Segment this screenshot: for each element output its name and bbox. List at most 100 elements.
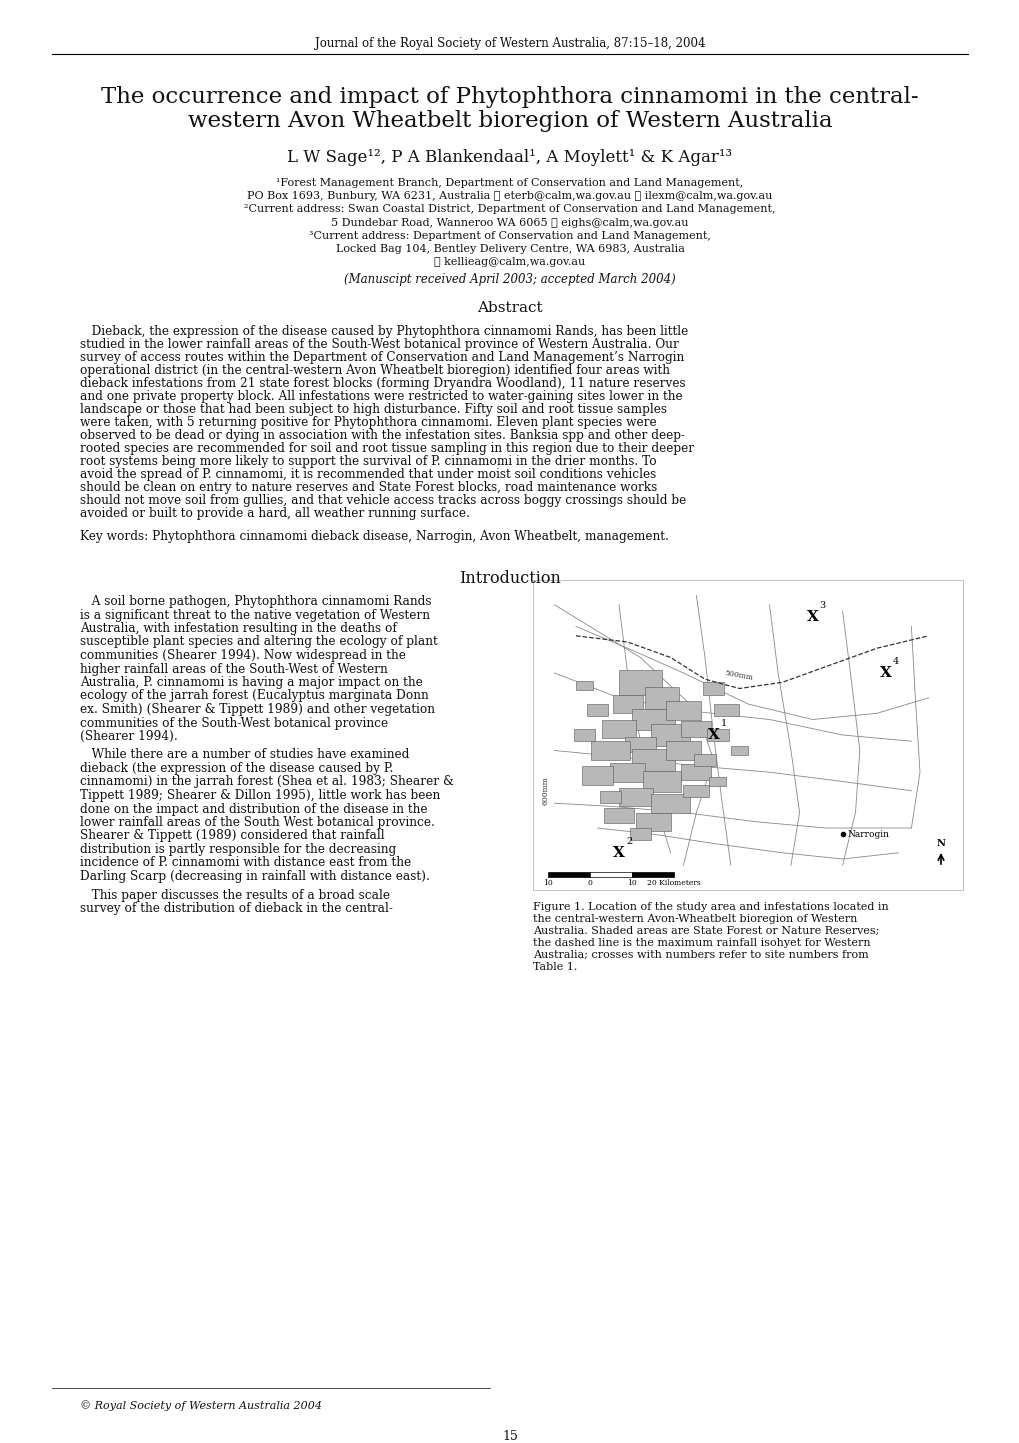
Text: N: N xyxy=(935,838,945,848)
Bar xyxy=(702,683,723,694)
Bar xyxy=(574,729,595,742)
Text: (Shearer 1994).: (Shearer 1994). xyxy=(79,730,177,743)
Text: communities of the South-West botanical province: communities of the South-West botanical … xyxy=(79,717,388,730)
Text: lower rainfall areas of the South West botanical province.: lower rainfall areas of the South West b… xyxy=(79,815,434,828)
Text: 2: 2 xyxy=(626,837,632,846)
Text: ex. Smith) (Shearer & Tippett 1989) and other vegetation: ex. Smith) (Shearer & Tippett 1989) and … xyxy=(79,703,434,716)
Text: (Manuscipt received April 2003; accepted March 2004): (Manuscipt received April 2003; accepted… xyxy=(343,274,676,287)
Text: ecology of the jarrah forest (Eucalyptus marginata Donn: ecology of the jarrah forest (Eucalyptus… xyxy=(79,690,428,703)
Bar xyxy=(590,742,629,760)
Text: operational district (in the central-western Avon Wheatbelt bioregion) identifie: operational district (in the central-wes… xyxy=(79,364,669,377)
Bar xyxy=(706,729,728,742)
Text: rooted species are recommended for soil and root tissue sampling in this region : rooted species are recommended for soil … xyxy=(79,442,694,455)
Text: Introduction: Introduction xyxy=(459,570,560,587)
Text: avoided or built to provide a hard, all weather running surface.: avoided or built to provide a hard, all … xyxy=(79,506,470,519)
Bar xyxy=(642,771,681,792)
Text: higher rainfall areas of the South-West of Western: higher rainfall areas of the South-West … xyxy=(79,662,387,675)
Text: ³Current address: Department of Conservation and Land Management,: ³Current address: Department of Conserva… xyxy=(309,231,710,241)
Text: Shearer & Tippett (1989) considered that rainfall: Shearer & Tippett (1989) considered that… xyxy=(79,830,384,843)
Bar xyxy=(713,704,739,716)
Text: observed to be dead or dying in association with the infestation sites. Banksia : observed to be dead or dying in associat… xyxy=(79,429,685,442)
Bar xyxy=(665,701,700,720)
Bar xyxy=(619,788,653,807)
Text: X: X xyxy=(878,667,891,680)
Text: 1: 1 xyxy=(719,719,727,729)
Bar xyxy=(629,828,650,840)
Text: This paper discusses the results of a broad scale: This paper discusses the results of a br… xyxy=(79,889,389,902)
Bar xyxy=(589,872,632,877)
Text: The occurrence and impact of Phytophthora cinnamomi in the central-: The occurrence and impact of Phytophthor… xyxy=(101,87,918,108)
Text: root systems being more likely to support the survival of P. cinnamomi in the dr: root systems being more likely to suppor… xyxy=(79,455,656,468)
Bar xyxy=(632,872,674,877)
Text: distribution is partly responsible for the decreasing: distribution is partly responsible for t… xyxy=(79,843,395,856)
Text: done on the impact and distribution of the disease in the: done on the impact and distribution of t… xyxy=(79,802,427,815)
Text: Australia, with infestation resulting in the deaths of: Australia, with infestation resulting in… xyxy=(79,622,396,635)
Bar xyxy=(632,749,675,771)
Text: X: X xyxy=(612,846,625,860)
Bar xyxy=(533,580,962,890)
Text: Journal of the Royal Society of Western Australia, 87:15–18, 2004: Journal of the Royal Society of Western … xyxy=(315,36,704,49)
Text: 4: 4 xyxy=(892,657,898,667)
Text: western Avon Wheatbelt bioregion of Western Australia: western Avon Wheatbelt bioregion of West… xyxy=(187,110,832,131)
Text: 600mm: 600mm xyxy=(541,776,549,805)
Text: Narrogin: Narrogin xyxy=(847,830,889,838)
Text: 500mm: 500mm xyxy=(723,670,754,683)
Text: should be clean on entry to nature reserves and State Forest blocks, road mainte: should be clean on entry to nature reser… xyxy=(79,481,656,494)
Text: 10: 10 xyxy=(542,879,552,887)
Bar xyxy=(730,746,747,755)
Text: and one private property block. All infestations were restricted to water-gainin: and one private property block. All infe… xyxy=(79,390,682,403)
Text: 5 Dundebar Road, Wanneroo WA 6065 ✉ eighs@calm,wa.gov.au: 5 Dundebar Road, Wanneroo WA 6065 ✉ eigh… xyxy=(331,218,688,228)
Text: the dashed line is the maximum rainfall isohyet for Western: the dashed line is the maximum rainfall … xyxy=(533,938,870,948)
Bar xyxy=(708,776,726,786)
Text: Darling Scarp (decreasing in rainfall with distance east).: Darling Scarp (decreasing in rainfall wi… xyxy=(79,870,429,883)
Text: X: X xyxy=(806,610,817,625)
Bar xyxy=(694,753,715,766)
Text: survey of access routes within the Department of Conservation and Land Managemen: survey of access routes within the Depar… xyxy=(79,351,684,364)
Text: survey of the distribution of dieback in the central-: survey of the distribution of dieback in… xyxy=(79,902,392,915)
Text: Australia, P. cinnamomi is having a major impact on the: Australia, P. cinnamomi is having a majo… xyxy=(79,675,422,688)
Text: Australia. Shaded areas are State Forest or Nature Reserves;: Australia. Shaded areas are State Forest… xyxy=(533,926,878,937)
Text: Key words: Phytophthora cinnamomi dieback disease, Narrogin, Avon Wheatbelt, man: Key words: Phytophthora cinnamomi diebac… xyxy=(79,530,668,543)
Text: Figure 1. Location of the study area and infestations located in: Figure 1. Location of the study area and… xyxy=(533,902,888,912)
Text: Dieback, the expression of the disease caused by Phytophthora cinnamomi Rands, h: Dieback, the expression of the disease c… xyxy=(79,325,688,338)
Bar xyxy=(586,704,607,716)
Text: dieback (the expression of the disease caused by P.: dieback (the expression of the disease c… xyxy=(79,762,393,775)
Bar xyxy=(644,687,679,709)
Text: incidence of P. cinnamomi with distance east from the: incidence of P. cinnamomi with distance … xyxy=(79,857,411,870)
Text: Abstract: Abstract xyxy=(477,302,542,315)
Text: should not move soil from gullies, and that vehicle access tracks across boggy c: should not move soil from gullies, and t… xyxy=(79,494,686,506)
Bar xyxy=(601,720,636,739)
Bar xyxy=(683,785,708,797)
Text: the central-western Avon-Wheatbelt bioregion of Western: the central-western Avon-Wheatbelt biore… xyxy=(533,913,857,924)
Text: cinnamomi) in the jarrah forest (Shea et al. 1983; Shearer &: cinnamomi) in the jarrah forest (Shea et… xyxy=(79,775,453,788)
Text: 15: 15 xyxy=(501,1430,518,1443)
Text: ²Current address: Swan Coastal District, Department of Conservation and Land Man: ²Current address: Swan Coastal District,… xyxy=(244,205,775,215)
Text: avoid the spread of P. cinnamomi, it is recommended that under moist soil condit: avoid the spread of P. cinnamomi, it is … xyxy=(79,468,655,481)
Text: Table 1.: Table 1. xyxy=(533,962,577,973)
Text: studied in the lower rainfall areas of the South-West botanical province of West: studied in the lower rainfall areas of t… xyxy=(79,338,679,351)
Bar xyxy=(619,670,661,694)
Text: landscape or those that had been subject to high disturbance. Fifty soil and roo: landscape or those that had been subject… xyxy=(79,403,666,416)
Text: A soil borne pathogen, Phytophthora cinnamomi Rands: A soil borne pathogen, Phytophthora cinn… xyxy=(79,595,431,608)
Text: were taken, with 5 returning positive for Phytophthora cinnamomi. Eleven plant s: were taken, with 5 returning positive fo… xyxy=(79,416,656,429)
Bar xyxy=(636,812,669,831)
Text: susceptible plant species and altering the ecology of plant: susceptible plant species and altering t… xyxy=(79,635,437,648)
Bar xyxy=(650,794,689,812)
Bar xyxy=(547,872,589,877)
Bar xyxy=(632,709,675,730)
Text: L W Sage¹², P A Blankendaal¹, A Moylett¹ & K Agar¹³: L W Sage¹², P A Blankendaal¹, A Moylett¹… xyxy=(287,150,732,166)
Bar xyxy=(609,763,644,782)
Bar xyxy=(582,766,612,785)
Bar xyxy=(650,724,689,746)
Text: Locked Bag 104, Bentley Delivery Centre, WA 6983, Australia: Locked Bag 104, Bentley Delivery Centre,… xyxy=(335,244,684,254)
Bar xyxy=(625,736,655,752)
Bar xyxy=(681,765,711,781)
Bar xyxy=(612,694,642,713)
Text: Tippett 1989; Shearer & Dillon 1995), little work has been: Tippett 1989; Shearer & Dillon 1995), li… xyxy=(79,789,440,802)
Bar xyxy=(603,808,634,824)
Bar xyxy=(681,722,711,736)
Text: PO Box 1693, Bunbury, WA 6231, Australia ✉ eterb@calm,wa.gov.au ✉ ilexm@calm,wa.: PO Box 1693, Bunbury, WA 6231, Australia… xyxy=(247,192,772,201)
Text: 3: 3 xyxy=(818,602,825,610)
Bar xyxy=(665,742,700,760)
Bar xyxy=(599,791,621,804)
